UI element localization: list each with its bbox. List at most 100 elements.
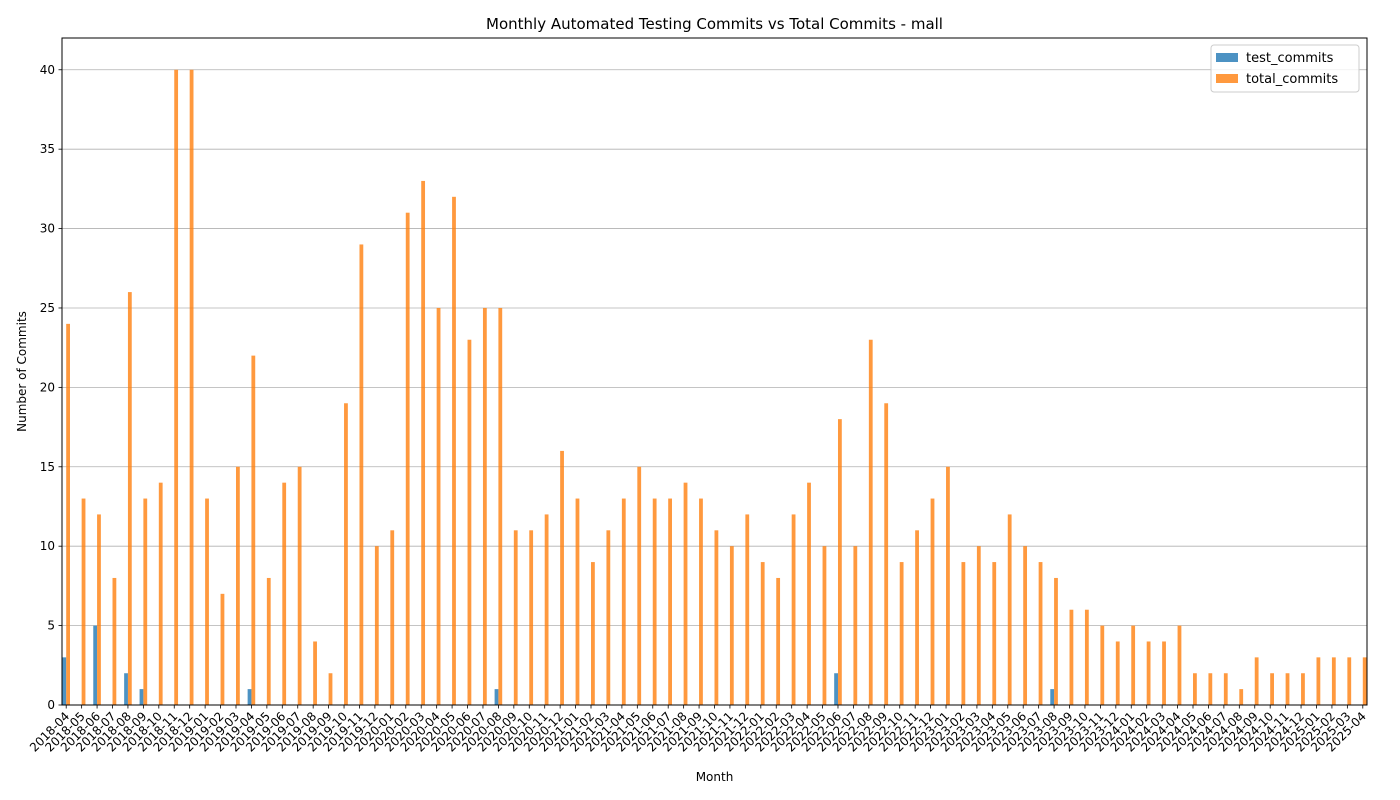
bar-total_commits-2022-10 [899, 562, 904, 705]
bar-total_commits-2023-10 [1084, 609, 1089, 705]
bar-total_commits-2020-05 [452, 196, 456, 706]
bar-total_commits-2018-12 [189, 69, 194, 705]
bar-total_commits-2019-11 [359, 244, 364, 705]
y-axis-title: Number of Commits [15, 311, 29, 432]
bar-total_commits-2024-03 [1162, 641, 1166, 705]
bar-total_commits-2022-03 [791, 514, 796, 705]
y-tick-label: 30 [40, 222, 55, 236]
y-tick-label: 40 [40, 63, 55, 77]
bar-total_commits-2023-12 [1115, 641, 1120, 705]
legend-label-total_commits: total_commits [1246, 72, 1338, 87]
bar-test_commits-2018-06 [93, 625, 98, 705]
bar-total_commits-2024-05 [1193, 673, 1197, 705]
bar-total_commits-2019-12 [374, 546, 379, 705]
bar-test_commits-2019-04 [247, 689, 252, 705]
bar-test_commits-2022-06 [834, 673, 838, 705]
bar-total_commits-2021-11 [729, 546, 734, 705]
bar-total_commits-2023-08 [1054, 577, 1058, 705]
chart-title: Monthly Automated Testing Commits vs Tot… [486, 15, 943, 33]
bars [62, 69, 1367, 706]
y-tick-label: 10 [40, 539, 55, 553]
bar-total_commits-2024-02 [1146, 641, 1151, 705]
bar-total_commits-2023-11 [1100, 625, 1105, 705]
bar-total_commits-2020-02 [405, 212, 410, 705]
bar-total_commits-2020-01 [390, 530, 395, 705]
bar-total_commits-2025-03 [1347, 657, 1352, 705]
bar-total_commits-2019-04 [251, 355, 256, 705]
bar-total_commits-2022-08 [868, 339, 873, 705]
legend: test_commits total_commits [1210, 44, 1360, 93]
bar-total_commits-2018-11 [174, 69, 179, 705]
bar-total_commits-2023-03 [976, 546, 981, 705]
bar-total_commits-2022-12 [930, 498, 935, 705]
bar-test_commits-2020-08 [494, 689, 499, 705]
bar-total_commits-2021-12 [745, 514, 750, 705]
bar-total_commits-2020-08 [498, 307, 503, 705]
bar-test_commits-2023-08 [1050, 689, 1055, 705]
bar-total_commits-2019-02 [220, 593, 225, 705]
bar-total_commits-2018-07 [112, 577, 117, 705]
bar-total_commits-2021-03 [606, 530, 611, 705]
bar-total_commits-2024-06 [1208, 673, 1213, 705]
bar-total_commits-2019-03 [235, 466, 240, 705]
bar-total_commits-2022-07 [853, 546, 858, 705]
bar-total_commits-2020-06 [467, 339, 472, 705]
bar-total_commits-2021-05 [637, 466, 642, 705]
bar-total_commits-2024-04 [1177, 625, 1182, 705]
bar-total_commits-2022-04 [807, 482, 811, 705]
bar-test_commits-2018-08 [124, 673, 128, 705]
y-tick-label: 25 [40, 301, 55, 315]
bar-total_commits-2018-04 [66, 323, 70, 705]
bar-total_commits-2024-11 [1285, 673, 1290, 705]
bar-total_commits-2022-02 [776, 577, 781, 705]
bar-total_commits-2025-02 [1331, 657, 1336, 705]
bar-total_commits-2023-09 [1069, 609, 1074, 705]
bar-total_commits-2021-09 [699, 498, 703, 705]
bar-total_commits-2023-06 [1023, 546, 1028, 705]
bar-total_commits-2018-05 [81, 498, 86, 705]
x-axis: 2018-042018-052018-062018-072018-082018-… [27, 705, 1369, 755]
legend-box [1210, 44, 1360, 93]
bar-total_commits-2019-08 [313, 641, 317, 705]
bar-total_commits-2022-06 [837, 419, 842, 705]
bar-total_commits-2025-04 [1362, 657, 1367, 705]
bar-total_commits-2023-01 [946, 466, 950, 705]
bar-total_commits-2022-01 [760, 562, 765, 705]
y-tick-label: 5 [47, 619, 55, 633]
bar-total_commits-2020-11 [544, 514, 549, 705]
bar-total_commits-2021-01 [575, 498, 580, 705]
bar-total_commits-2024-09 [1254, 657, 1259, 705]
bar-total_commits-2023-04 [992, 562, 997, 705]
y-tick-label: 35 [40, 142, 55, 156]
bar-total_commits-2020-07 [482, 307, 487, 705]
gridlines [62, 69, 1367, 706]
legend-label-test_commits: test_commits [1246, 51, 1334, 66]
bar-total_commits-2022-09 [884, 403, 889, 705]
bar-total_commits-2018-09 [143, 498, 148, 705]
bar-total_commits-2020-09 [513, 530, 518, 705]
bar-test_commits-2018-04 [62, 657, 67, 705]
bar-total_commits-2025-01 [1316, 657, 1321, 705]
x-axis-title: Month [696, 770, 734, 784]
bar-test_commits-2018-09 [139, 689, 144, 705]
bar-total_commits-2023-02 [961, 562, 966, 705]
bar-total_commits-2022-11 [915, 530, 919, 705]
legend-swatch-total_commits [1216, 74, 1238, 83]
bar-total_commits-2021-10 [714, 530, 719, 705]
bar-total_commits-2018-08 [127, 292, 132, 705]
y-tick-label: 20 [40, 380, 55, 394]
bar-total_commits-2021-02 [591, 562, 595, 705]
bar-total_commits-2021-07 [668, 498, 672, 705]
bar-total_commits-2019-05 [266, 577, 271, 705]
bar-total_commits-2023-05 [1007, 514, 1012, 705]
bar-total_commits-2021-08 [683, 482, 688, 705]
bar-total_commits-2020-04 [436, 307, 441, 705]
bar-total_commits-2022-05 [822, 546, 827, 705]
bar-total_commits-2021-06 [652, 498, 657, 705]
bar-total_commits-2024-01 [1131, 625, 1136, 705]
bar-total_commits-2018-10 [158, 482, 163, 705]
bar-total_commits-2019-01 [205, 498, 209, 705]
bar-total_commits-2023-07 [1038, 562, 1043, 705]
bar-total_commits-2024-12 [1301, 673, 1305, 705]
